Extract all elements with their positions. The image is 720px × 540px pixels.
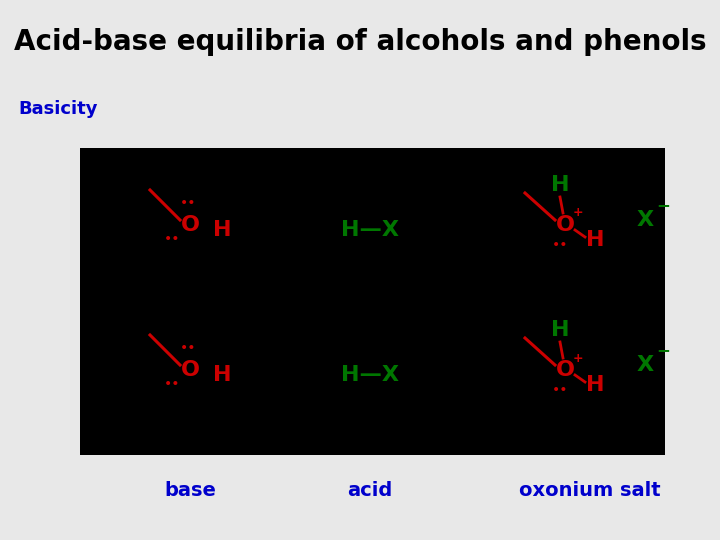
Text: X: X	[636, 355, 654, 375]
Text: −: −	[656, 196, 670, 214]
Text: ••: ••	[552, 238, 568, 252]
Text: +: +	[572, 352, 583, 365]
Text: H: H	[586, 375, 604, 395]
Text: O: O	[556, 215, 575, 235]
Text: H: H	[212, 220, 231, 240]
Text: −: −	[656, 341, 670, 359]
Text: ••: ••	[552, 383, 568, 397]
Text: oxonium salt: oxonium salt	[519, 481, 661, 500]
Text: ••: ••	[163, 377, 180, 391]
Text: H: H	[212, 365, 231, 385]
Text: O: O	[556, 360, 575, 380]
Text: ••: ••	[163, 232, 180, 246]
Text: H: H	[586, 230, 604, 250]
Text: H: H	[551, 320, 570, 340]
Text: H—X: H—X	[341, 220, 399, 240]
Text: O: O	[181, 360, 199, 380]
Text: +: +	[572, 206, 583, 219]
Text: Basicity: Basicity	[18, 100, 97, 118]
Text: ••: ••	[180, 341, 197, 355]
Text: base: base	[164, 481, 216, 500]
Text: O: O	[181, 215, 199, 235]
Text: ••: ••	[180, 196, 197, 210]
Text: Acid-base equilibria of alcohols and phenols: Acid-base equilibria of alcohols and phe…	[14, 28, 706, 56]
Text: X: X	[636, 210, 654, 230]
Text: H: H	[551, 175, 570, 195]
Text: H—X: H—X	[341, 365, 399, 385]
Bar	[80, 148, 665, 455]
Text: acid: acid	[347, 481, 392, 500]
